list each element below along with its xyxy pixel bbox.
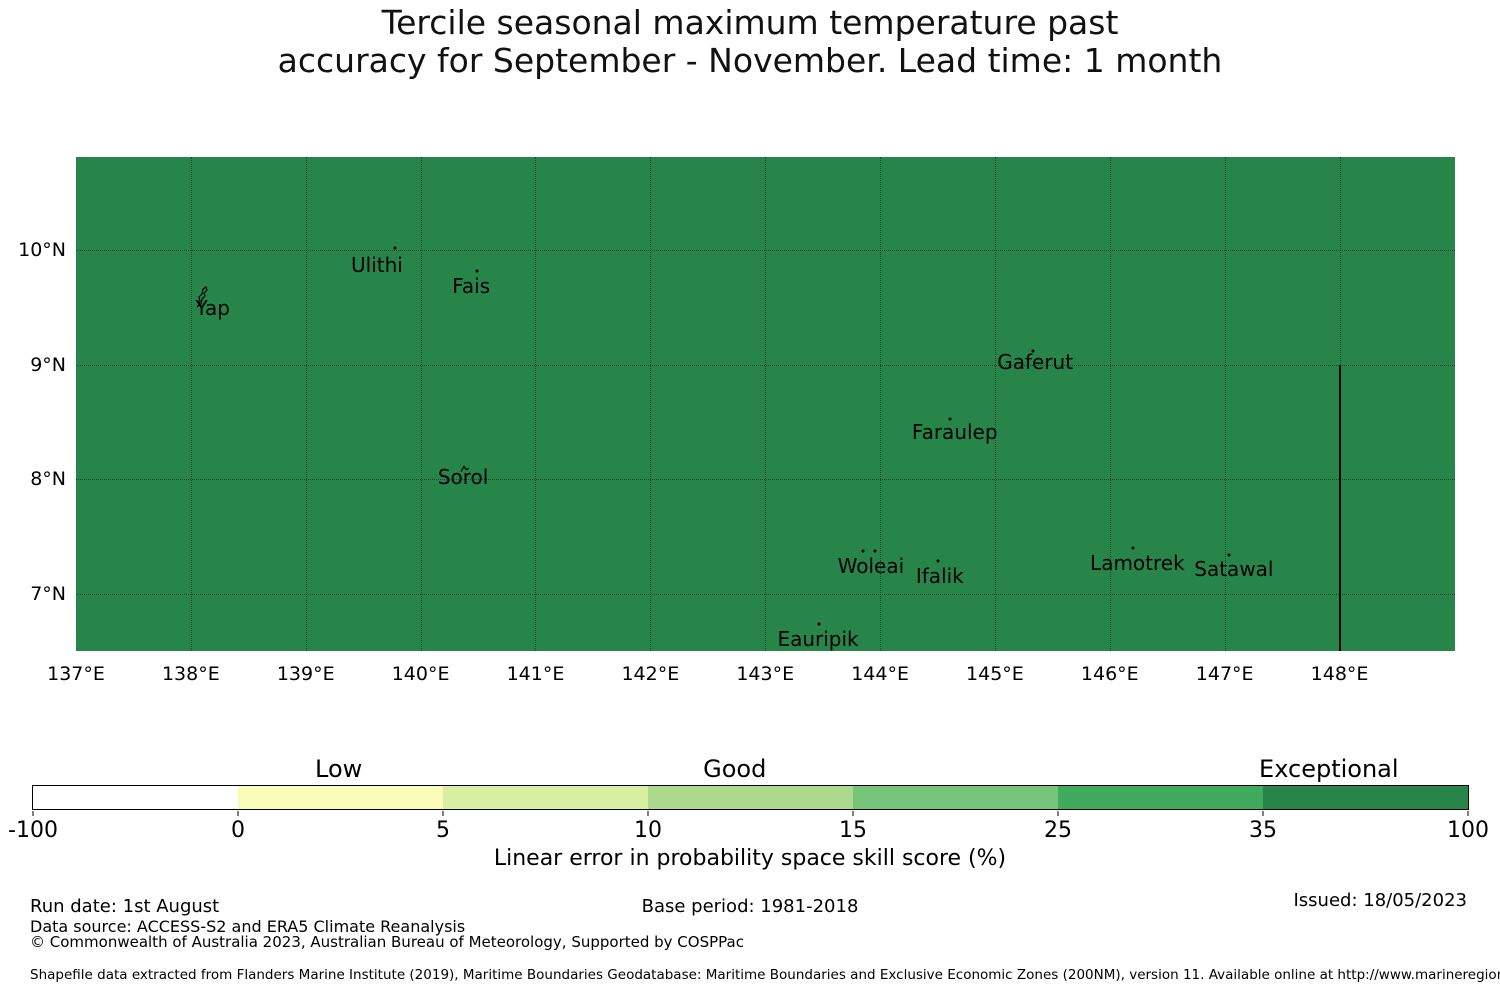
copyright-text: © Commonwealth of Australia 2023, Austra… [30,933,744,951]
parallel-gridline [76,249,1455,251]
x-axis-tick-label: 142°E [621,663,680,685]
colorbar-tick [1467,811,1469,816]
island-dot-marker [1131,546,1135,550]
colorbar-segment [1058,786,1263,809]
colorbar-segment [648,786,853,809]
shapefile-note: Shapefile data extracted from Flanders M… [30,967,1500,983]
sorol-island-mark [460,457,470,476]
y-axis-tick-label: 10°N [18,238,66,261]
colorbar-tick-label: 100 [1447,818,1489,843]
meridian-gridline [765,157,767,651]
x-axis-tick-label: 148°E [1310,663,1369,685]
colorbar-category-label: Good [703,755,767,783]
colorbar-tick-label: -100 [8,818,58,843]
figure-title: Tercile seasonal maximum temperature pas… [0,4,1500,80]
meridian-gridline [650,157,652,651]
base-period-text: Base period: 1981-2018 [641,896,859,917]
meridian-gridline [994,157,996,651]
x-axis-tick-label: 138°E [161,663,220,685]
title-line-2: accuracy for September - November. Lead … [277,41,1223,80]
parallel-gridline [76,594,1455,596]
yap-island-outline [194,285,210,313]
colorbar-category-label: Exceptional [1259,755,1399,783]
island-dot-marker [861,549,865,553]
x-axis-tick-label: 145°E [966,663,1024,685]
colorbar: -100 0 5 10 15 25 35 100 Low Good Exceptional [8,755,1489,843]
y-axis-tick-label: 8°N [30,468,66,491]
island-label: Gaferut [997,350,1074,375]
map-area: Yap Ulithi Fais Sorol Gaferut Faraulep Woleai I… [76,157,1455,651]
data-source-text: Data source: ACCESS-S2 and ERA5 Climate … [30,917,466,936]
issued-date-text: Issued: 18/05/2023 [1293,890,1467,911]
colorbar-axis-label: Linear error in probability space skill … [493,846,1007,871]
run-date-text: Run date: 1st August [30,896,220,917]
island-dot-marker [393,246,397,250]
x-axis-tick-label: 141°E [506,663,565,685]
colorbar-segment [853,786,1058,809]
colorbar-tick [442,811,444,816]
meridian-gridline [880,157,882,651]
colorbar-segment [33,786,238,809]
island-dot-marker [475,269,479,273]
colorbar-segment [1263,786,1468,809]
x-axis-tick-label: 147°E [1195,663,1254,685]
meridian-gridline [305,157,307,651]
colorbar-segment [238,786,443,809]
y-axis-tick-label: 9°N [30,353,66,376]
island-dot-marker [1031,349,1035,353]
meridian-gridline [535,157,537,651]
eez-boundary-line [1338,364,1341,651]
x-axis-tick-label: 146°E [1080,663,1139,685]
colorbar-tick [1057,811,1059,816]
island-label: Ifalik [915,563,964,588]
island-label: Faraulep [911,420,998,445]
island-label: Ulithi [351,252,403,277]
y-axis-tick-label: 7°N [30,583,66,606]
colorbar-tick [32,811,34,816]
colorbar-category-label: Low [315,755,363,783]
parallel-gridline [76,479,1455,481]
title-line-1: Tercile seasonal maximum temperature pas… [381,3,1119,42]
colorbar-tick [237,811,239,816]
island-label: Woleai [837,553,905,578]
x-axis-tick-label: 143°E [736,663,795,685]
colorbar-tick [1262,811,1264,816]
island-dot-marker [936,559,940,563]
parallel-gridline [76,364,1455,366]
colorbar-tick-label: 0 [231,818,245,843]
island-label: Fais [452,273,491,298]
island-label: Eauripik [777,626,859,651]
colorbar-tick-label: 10 [634,818,662,843]
colorbar-tick-label: 35 [1249,818,1277,843]
meridian-gridline [1224,157,1226,651]
x-axis-tick-label: 144°E [851,663,909,685]
meridian-gridline [190,157,192,651]
meridian-gridline [420,157,422,651]
meridian-gridline [1109,157,1111,651]
island-dot-marker [873,549,877,553]
island-dot-marker [817,622,821,626]
island-label: Lamotrek [1090,551,1185,576]
x-axis-tick-label: 137°E [47,663,105,685]
island-dot-marker [1227,553,1231,557]
island-dot-marker [948,417,952,421]
colorbar-tick [852,811,854,816]
island-label: Satawal [1194,556,1274,581]
colorbar-segment [443,786,648,809]
x-axis-tick-label: 139°E [276,663,335,685]
colorbar-tick-label: 25 [1044,818,1072,843]
colorbar-tick [647,811,649,816]
island-label: Yap [195,296,230,321]
colorbar-tick-label: 15 [839,818,867,843]
colorbar-tick-label: 5 [436,818,450,843]
x-axis-tick-label: 140°E [391,663,450,685]
island-label: Sorol [437,465,489,490]
